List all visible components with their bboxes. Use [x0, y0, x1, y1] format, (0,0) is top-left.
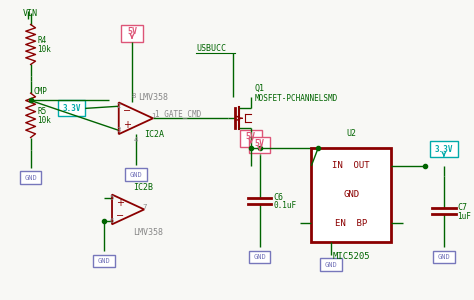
Text: −: −	[116, 211, 124, 221]
Text: GND: GND	[129, 172, 142, 178]
FancyBboxPatch shape	[121, 25, 143, 41]
Text: U2: U2	[346, 129, 356, 138]
Text: 0.1uF: 0.1uF	[273, 202, 296, 211]
Text: IC2B: IC2B	[133, 183, 153, 192]
Text: 8: 8	[132, 94, 136, 100]
Text: EN  BP: EN BP	[335, 219, 367, 228]
Text: +: +	[116, 198, 124, 208]
FancyBboxPatch shape	[93, 254, 115, 267]
Text: 5V: 5V	[127, 27, 137, 36]
Text: C7: C7	[457, 203, 467, 212]
FancyBboxPatch shape	[430, 141, 457, 157]
Text: CMP: CMP	[34, 86, 47, 95]
Text: 4: 4	[134, 137, 138, 143]
Text: VIN: VIN	[23, 9, 38, 18]
Text: +: +	[123, 120, 131, 130]
Text: 1uF: 1uF	[457, 212, 472, 221]
Text: LMV358: LMV358	[138, 92, 168, 101]
Text: GND: GND	[98, 258, 110, 264]
FancyBboxPatch shape	[249, 136, 270, 154]
Text: 10k: 10k	[37, 116, 51, 125]
Text: MIC5205: MIC5205	[332, 252, 370, 261]
Text: C6: C6	[273, 193, 283, 202]
Text: 10k: 10k	[37, 45, 51, 54]
Text: 3: 3	[116, 127, 121, 133]
Text: GND: GND	[325, 262, 337, 268]
FancyBboxPatch shape	[58, 100, 85, 116]
FancyBboxPatch shape	[320, 259, 342, 272]
Text: 1 GATE_CMD: 1 GATE_CMD	[155, 109, 201, 118]
Text: GND: GND	[253, 254, 266, 260]
Text: 7: 7	[142, 205, 147, 211]
Text: −: −	[123, 106, 131, 116]
Text: GND: GND	[343, 190, 359, 199]
Text: 5V: 5V	[246, 132, 256, 141]
Text: LMV358: LMV358	[133, 228, 163, 237]
Bar	[311, 148, 391, 242]
Text: 1: 1	[151, 113, 155, 119]
Text: R5: R5	[37, 107, 47, 116]
Text: IN  OUT: IN OUT	[332, 161, 370, 170]
Text: 5V: 5V	[255, 139, 264, 148]
Text: 3.3V: 3.3V	[62, 104, 81, 113]
Text: 6: 6	[109, 218, 114, 224]
Text: 2: 2	[116, 103, 121, 109]
Text: MOSFET-PCHANNELSMD: MOSFET-PCHANNELSMD	[255, 94, 338, 103]
Text: GND: GND	[24, 175, 37, 181]
Text: IC2A: IC2A	[144, 130, 164, 139]
Text: 5: 5	[109, 195, 114, 201]
FancyBboxPatch shape	[240, 130, 262, 146]
FancyBboxPatch shape	[20, 171, 41, 184]
FancyBboxPatch shape	[125, 168, 146, 181]
Text: Q1: Q1	[255, 84, 265, 93]
FancyBboxPatch shape	[249, 250, 270, 263]
Text: 3.3V: 3.3V	[435, 145, 453, 154]
FancyBboxPatch shape	[433, 250, 455, 263]
Text: GND: GND	[438, 254, 450, 260]
Text: USBUCC: USBUCC	[196, 44, 226, 53]
Text: R4: R4	[37, 36, 47, 45]
